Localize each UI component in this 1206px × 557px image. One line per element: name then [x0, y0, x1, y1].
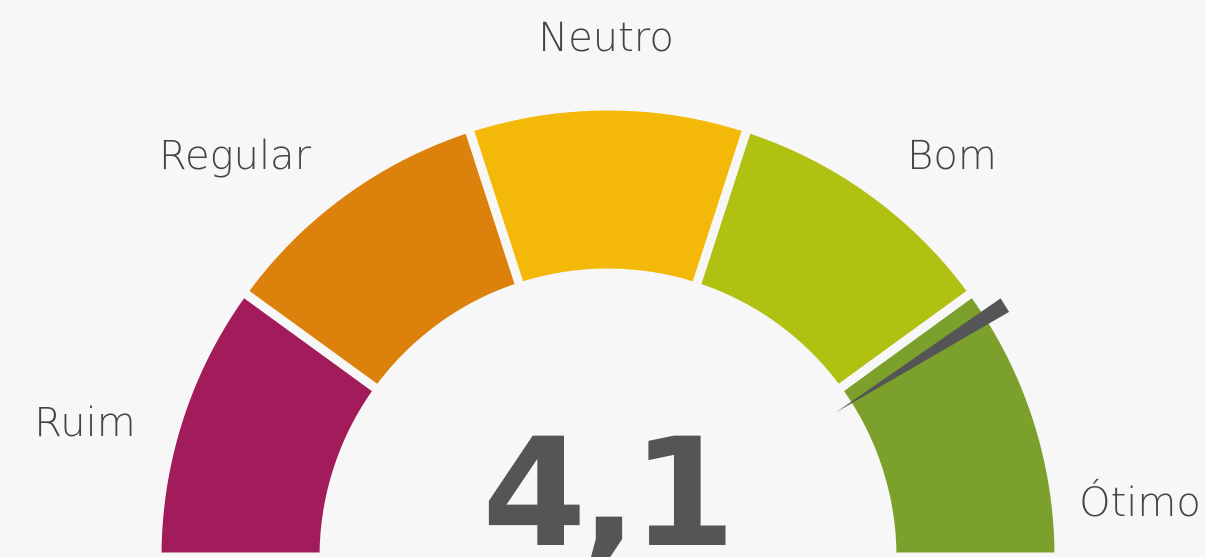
segment-label: Bom [907, 133, 997, 179]
needle [835, 298, 1010, 413]
segment-label: Neutro [538, 15, 674, 61]
segment-label: Ótimo [1079, 478, 1201, 526]
gauge-value: 4,1 [482, 407, 730, 557]
segment-label: Ruim [34, 400, 135, 446]
segment-label: Regular [159, 133, 312, 179]
